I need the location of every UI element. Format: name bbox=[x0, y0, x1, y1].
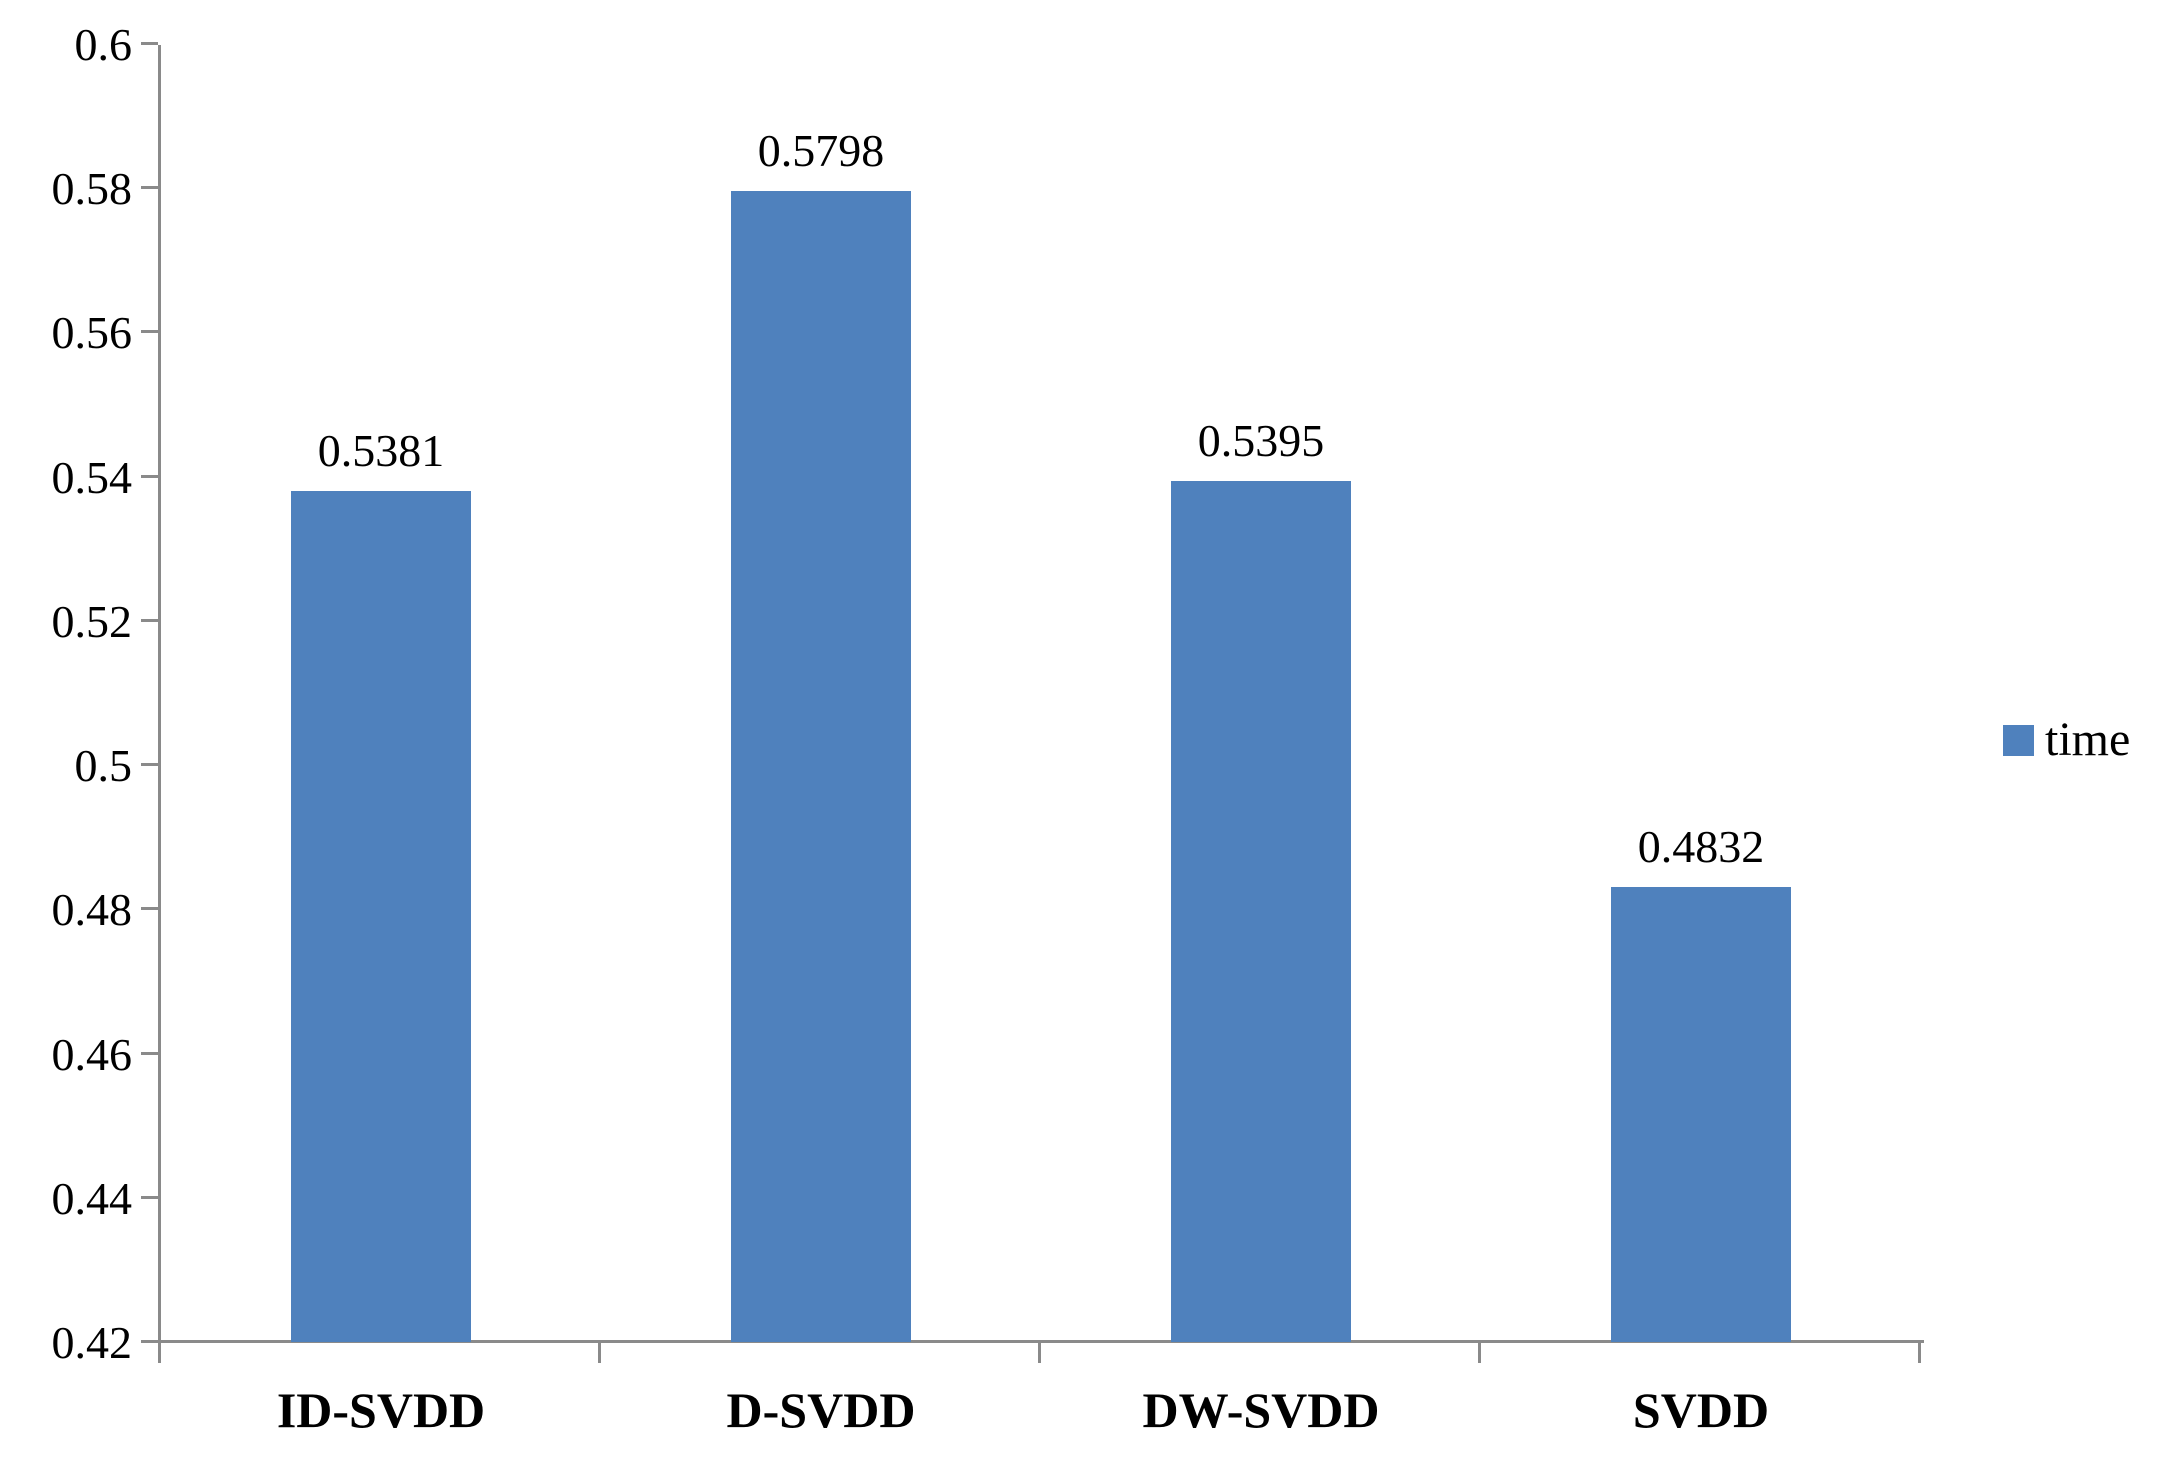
y-tick-label: 0.5 bbox=[74, 740, 133, 792]
bar-value-label: 0.4832 bbox=[1637, 821, 1765, 873]
bar-value-label: 0.5395 bbox=[1197, 415, 1325, 467]
legend-label: time bbox=[2045, 713, 2131, 766]
y-tick-label: 0.54 bbox=[51, 451, 133, 503]
y-tick-label: 0.44 bbox=[51, 1172, 133, 1224]
y-tick-label: 0.48 bbox=[51, 884, 133, 936]
y-axis-line bbox=[158, 45, 161, 1363]
x-tick-mark bbox=[1478, 1343, 1481, 1363]
y-tick-mark bbox=[141, 907, 158, 911]
y-tick-label: 0.52 bbox=[51, 595, 133, 647]
x-category-label-d-svdd: D-SVDD bbox=[726, 1382, 916, 1438]
x-category-label-dw-svdd: DW-SVDD bbox=[1142, 1382, 1380, 1438]
y-tick-label: 0.58 bbox=[51, 163, 133, 215]
x-tick-mark bbox=[1918, 1343, 1921, 1363]
y-tick-mark bbox=[141, 1051, 158, 1055]
x-category-label-svdd: SVDD bbox=[1632, 1382, 1770, 1438]
y-tick-label: 0.6 bbox=[74, 19, 133, 70]
y-tick-label: 0.46 bbox=[51, 1028, 133, 1080]
y-tick-mark bbox=[141, 1195, 158, 1199]
y-tick-mark bbox=[141, 1340, 158, 1343]
bar-value-label: 0.5381 bbox=[317, 425, 445, 477]
y-tick-mark bbox=[141, 618, 158, 622]
y-tick-label: 0.56 bbox=[51, 307, 133, 359]
bar-id-svdd bbox=[291, 491, 471, 1342]
y-tick-label: 0.42 bbox=[51, 1317, 133, 1368]
x-category-label-id-svdd: ID-SVDD bbox=[276, 1382, 486, 1438]
bar-dw-svdd bbox=[1171, 481, 1351, 1342]
x-tick-mark bbox=[1038, 1343, 1041, 1363]
legend-swatch-icon bbox=[2003, 724, 2034, 756]
y-tick-mark bbox=[141, 763, 158, 767]
y-tick-mark bbox=[141, 474, 158, 478]
bar-svdd bbox=[1611, 887, 1791, 1342]
y-tick-mark bbox=[141, 186, 158, 190]
y-tick-mark bbox=[141, 330, 158, 334]
legend: time bbox=[2003, 716, 2130, 764]
y-tick-mark bbox=[141, 42, 158, 45]
bar-d-svdd bbox=[731, 190, 911, 1342]
x-axis-line bbox=[144, 1340, 1924, 1343]
x-tick-mark bbox=[598, 1343, 601, 1363]
bar-value-label: 0.5798 bbox=[757, 124, 885, 176]
